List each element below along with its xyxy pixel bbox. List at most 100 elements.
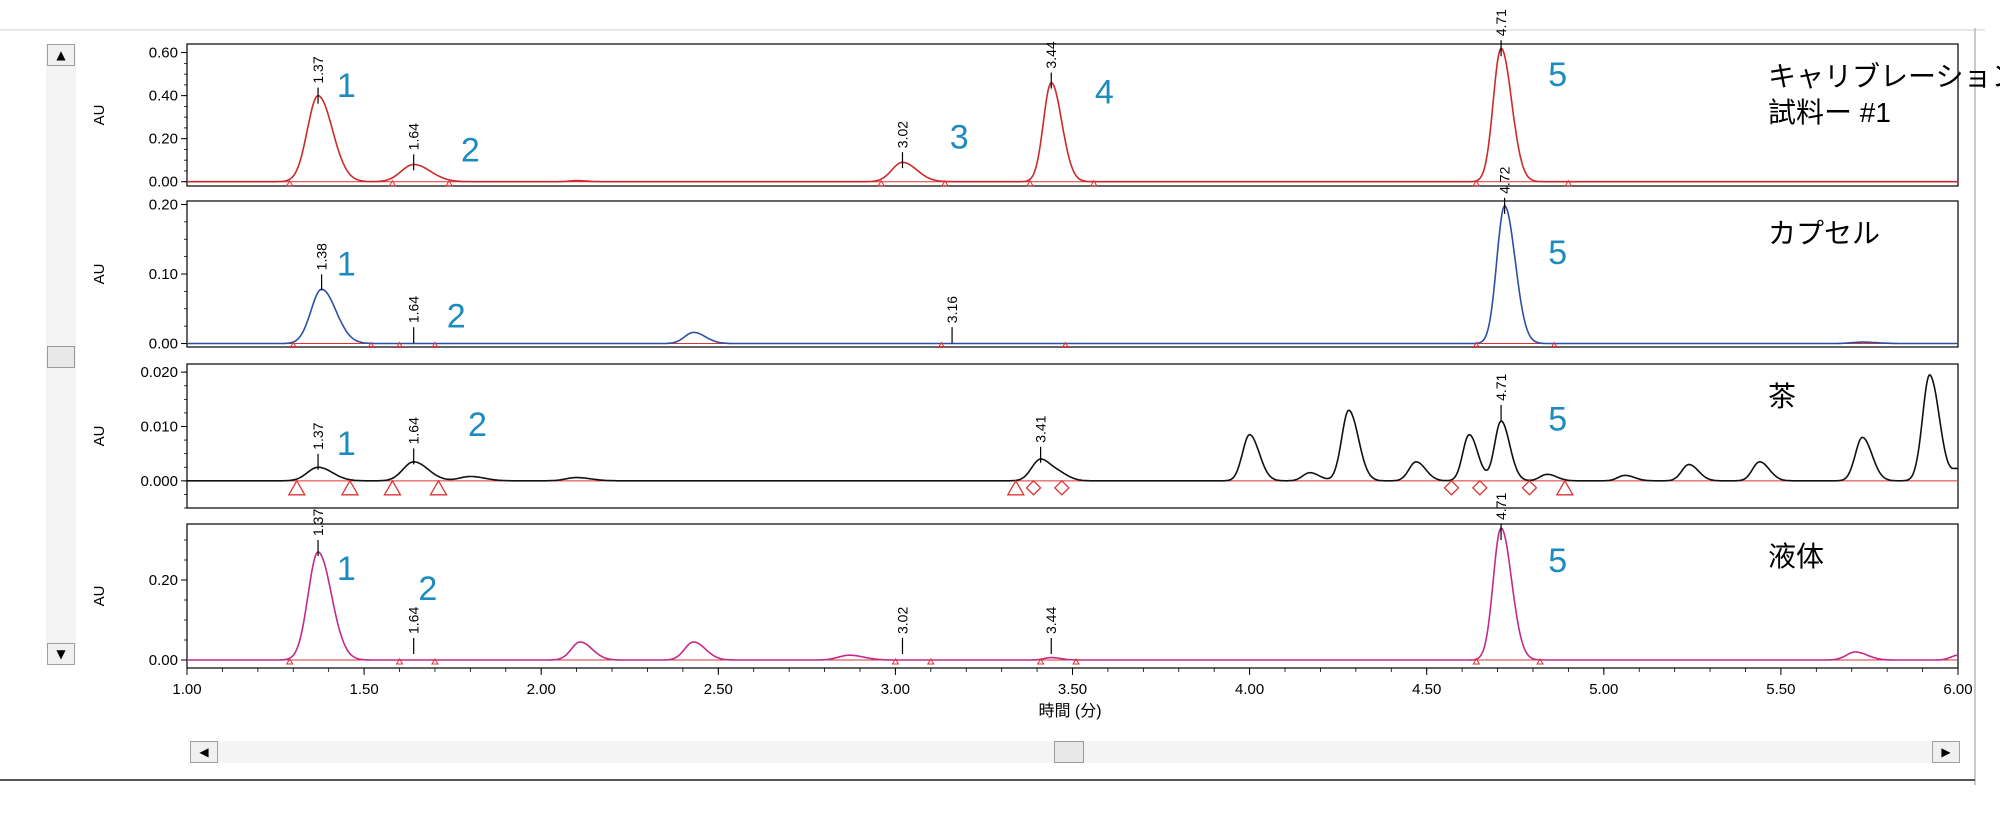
peak-time-label: 1.37 — [310, 509, 326, 536]
y-axis-label: AU — [91, 426, 108, 447]
y-axis-label: AU — [91, 105, 108, 126]
integration-marker — [289, 341, 298, 349]
y-tick-label: 0.10 — [149, 266, 178, 283]
integration-marker — [1472, 658, 1481, 665]
peak-time-label: 1.64 — [406, 417, 422, 444]
integration-marker — [395, 341, 404, 349]
y-tick-label: 0.20 — [149, 131, 178, 148]
integration-marker — [877, 179, 886, 187]
integration-marker — [1521, 479, 1538, 496]
sample-name: 試料ー #1 — [1768, 97, 1891, 128]
sample-name: 液体 — [1768, 541, 1824, 572]
integration-marker — [1061, 341, 1070, 349]
triangle-left-icon: ◀ — [199, 745, 209, 759]
integration-marker — [1025, 479, 1042, 496]
integration-marker — [285, 658, 294, 665]
x-tick-label: 4.50 — [1412, 681, 1441, 698]
peak-number: 5 — [1548, 56, 1567, 94]
x-tick-label: 1.00 — [172, 681, 201, 698]
integration-marker — [287, 479, 306, 496]
scroll-down-button[interactable]: ▼ — [47, 643, 75, 665]
y-axis-label: AU — [91, 264, 108, 285]
peak-number: 2 — [468, 406, 487, 444]
panel-1: 0.00 0.20 0.40 0.60 AU 1.37 1.64 3.02 3.44 4.71 1 2… — [91, 9, 2000, 191]
peak-number: 1 — [337, 67, 356, 105]
peak-time-label: 1.38 — [314, 243, 330, 270]
integration-marker — [1472, 179, 1481, 187]
integration-marker — [1036, 658, 1045, 665]
y-tick-label: 0.00 — [149, 336, 178, 353]
y-tick-label: 0.000 — [140, 473, 178, 490]
integration-marker — [937, 341, 946, 349]
peak-time-label: 1.37 — [310, 422, 326, 449]
integration-marker — [1536, 658, 1544, 665]
y-tick-label: 0.20 — [149, 196, 178, 213]
x-tick-label: 3.50 — [1058, 681, 1087, 698]
plot-frame — [186, 363, 1959, 509]
integration-marker — [1555, 479, 1574, 496]
integration-marker — [431, 341, 439, 349]
x-axis-label: 時間 (分) — [1038, 702, 1101, 720]
integration-marker — [388, 179, 397, 187]
peak-time-label: 4.72 — [1497, 166, 1513, 193]
y-tick-label: 0.00 — [149, 174, 178, 191]
chromatogram-trace — [187, 205, 1958, 345]
peak-number: 5 — [1548, 400, 1567, 438]
horizontal-scroll-thumb[interactable] — [1054, 741, 1084, 763]
peak-number: 3 — [950, 119, 969, 157]
x-tick-label: 2.00 — [527, 681, 556, 698]
integration-marker — [1550, 341, 1559, 349]
y-tick-label: 0.20 — [149, 572, 178, 589]
integration-marker — [395, 658, 404, 665]
integration-marker — [1471, 479, 1488, 496]
integration-marker — [891, 658, 900, 665]
integration-marker — [1026, 179, 1034, 187]
peak-time-label: 3.02 — [894, 121, 910, 148]
peak-time-label: 3.02 — [894, 607, 910, 634]
vertical-scroll-thumb[interactable] — [47, 346, 75, 368]
triangle-up-icon: ▲ — [56, 48, 66, 62]
peak-number: 1 — [337, 550, 356, 588]
scroll-right-button[interactable]: ▶ — [1932, 741, 1960, 763]
peak-time-label: 1.64 — [406, 296, 422, 323]
peak-time-label: 3.16 — [944, 296, 960, 323]
peak-number: 1 — [337, 425, 356, 463]
integration-marker — [926, 658, 935, 665]
y-tick-label: 0.60 — [149, 45, 178, 62]
sample-name: キャリブレーション — [1768, 61, 2000, 92]
y-axis-label: AU — [91, 586, 108, 607]
x-tick-label: 3.00 — [881, 681, 910, 698]
peak-time-label: 1.64 — [406, 123, 422, 150]
peak-number: 5 — [1548, 542, 1567, 580]
peak-time-label: 4.71 — [1493, 493, 1509, 520]
plot-frame — [186, 523, 1959, 669]
x-tick-label: 1.50 — [349, 681, 378, 698]
x-tick-label: 2.50 — [704, 681, 733, 698]
integration-marker — [1006, 479, 1025, 496]
integration-marker — [429, 479, 448, 496]
panel-3: 0.000 0.010 0.020 AU 1.37 1.64 3.41 4.71 1 2 5 茶 — [91, 363, 1959, 509]
y-tick-label: 0.00 — [149, 652, 178, 669]
scroll-left-button[interactable]: ◀ — [190, 741, 218, 763]
triangle-down-icon: ▼ — [56, 647, 66, 661]
integration-marker — [941, 179, 949, 187]
peak-number: 2 — [418, 570, 437, 608]
peak-number: 1 — [337, 246, 356, 284]
peak-time-label: 3.44 — [1043, 41, 1059, 68]
plot-frame — [186, 43, 1959, 187]
peak-time-label: 1.64 — [406, 607, 422, 634]
integration-marker — [285, 179, 294, 187]
chromatogram-trace — [187, 527, 1959, 661]
peak-number: 2 — [461, 131, 480, 169]
integration-marker — [445, 179, 453, 187]
chromatogram-trace — [187, 374, 1959, 482]
sample-name: 茶 — [1768, 381, 1796, 412]
x-tick-label: 6.00 — [1943, 681, 1972, 698]
integration-marker — [1443, 479, 1460, 496]
sample-name: カプセル — [1768, 218, 1880, 249]
scroll-up-button[interactable]: ▲ — [47, 44, 75, 66]
panel-2: 0.00 0.10 0.20 AU 1.38 1.64 3.16 4.72 1 2 5 カプセル — [91, 166, 1959, 353]
x-tick-label: 5.50 — [1766, 681, 1795, 698]
